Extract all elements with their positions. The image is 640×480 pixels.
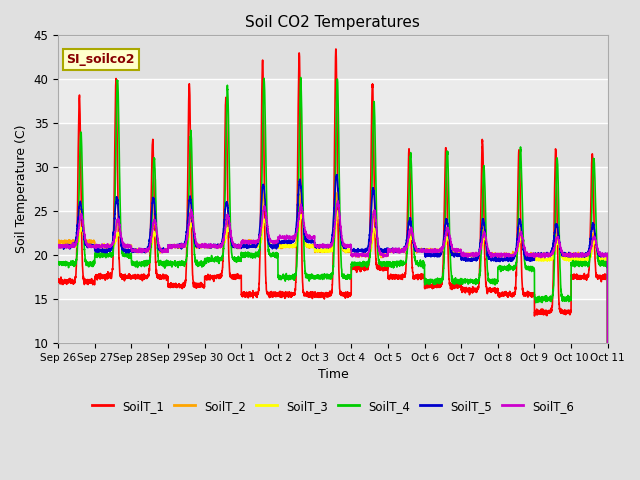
SoilT_1: [456, 282, 464, 288]
SoilT_1: [153, 272, 161, 278]
Line: SoilT_1: SoilT_1: [58, 49, 608, 428]
SoilT_6: [456, 247, 464, 253]
SoilT_5: [488, 256, 495, 262]
SoilT_1: [312, 291, 320, 297]
SoilT_1: [426, 284, 433, 290]
SoilT_3: [335, 208, 342, 214]
SoilT_3: [604, 256, 611, 262]
SoilT_6: [312, 243, 320, 249]
Legend: SoilT_1, SoilT_2, SoilT_3, SoilT_4, SoilT_5, SoilT_6: SoilT_1, SoilT_2, SoilT_3, SoilT_4, Soil…: [87, 395, 579, 417]
SoilT_5: [426, 252, 433, 258]
SoilT_6: [426, 248, 433, 254]
SoilT_2: [153, 236, 161, 242]
SoilT_5: [604, 251, 611, 257]
SoilT_3: [54, 243, 62, 249]
SoilT_3: [153, 237, 161, 242]
Line: SoilT_6: SoilT_6: [58, 201, 608, 430]
Bar: [58, 255, 608, 299]
SoilT_2: [604, 252, 611, 258]
Bar: [58, 167, 608, 211]
SoilT_2: [604, 430, 612, 435]
SoilT_4: [456, 277, 464, 283]
SoilT_2: [488, 253, 495, 259]
SoilT_5: [54, 244, 62, 250]
SoilT_6: [54, 243, 62, 249]
SoilT_6: [604, 253, 611, 259]
SoilT_1: [488, 289, 495, 295]
SoilT_4: [604, 260, 611, 265]
SoilT_3: [312, 248, 320, 253]
SoilT_5: [153, 231, 161, 237]
SoilT_1: [54, 279, 62, 285]
SoilT_6: [488, 251, 495, 257]
Line: SoilT_3: SoilT_3: [58, 211, 608, 431]
SoilT_3: [604, 428, 612, 434]
SoilT_1: [604, 425, 612, 431]
Bar: [58, 79, 608, 123]
SoilT_2: [260, 189, 268, 195]
SoilT_2: [312, 248, 320, 254]
SoilT_5: [604, 429, 612, 434]
SoilT_3: [426, 250, 433, 255]
Line: SoilT_4: SoilT_4: [58, 77, 608, 428]
SoilT_2: [456, 247, 464, 253]
SoilT_2: [54, 239, 62, 244]
SoilT_6: [604, 427, 612, 433]
SoilT_3: [456, 249, 464, 254]
SoilT_4: [54, 259, 62, 265]
SoilT_4: [604, 425, 612, 431]
Text: SI_soilco2: SI_soilco2: [67, 53, 135, 66]
SoilT_6: [334, 198, 342, 204]
SoilT_4: [312, 275, 320, 280]
SoilT_5: [333, 172, 340, 178]
SoilT_2: [426, 248, 433, 254]
SoilT_4: [153, 235, 161, 240]
SoilT_4: [488, 278, 495, 284]
SoilT_3: [488, 252, 495, 257]
Line: SoilT_2: SoilT_2: [58, 192, 608, 432]
SoilT_1: [332, 46, 340, 52]
Line: SoilT_5: SoilT_5: [58, 175, 608, 432]
Title: Soil CO2 Temperatures: Soil CO2 Temperatures: [246, 15, 420, 30]
SoilT_4: [426, 280, 433, 286]
SoilT_1: [604, 274, 611, 280]
SoilT_5: [312, 245, 320, 251]
SoilT_5: [456, 253, 464, 259]
X-axis label: Time: Time: [317, 368, 348, 381]
SoilT_6: [153, 231, 161, 237]
Y-axis label: Soil Temperature (C): Soil Temperature (C): [15, 125, 28, 253]
SoilT_4: [297, 74, 305, 80]
